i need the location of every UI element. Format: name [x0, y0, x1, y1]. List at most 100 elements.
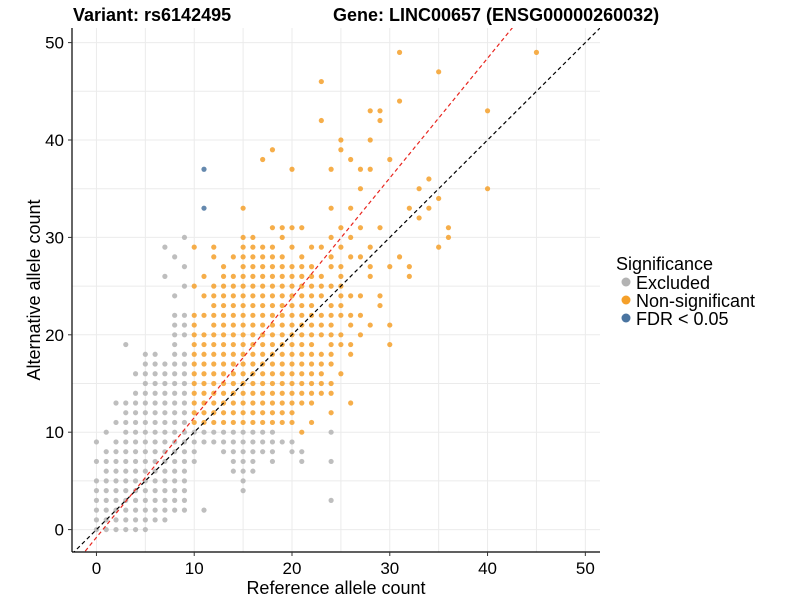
- data-point: [132, 468, 139, 474]
- data-point: [191, 419, 197, 426]
- data-point: [260, 449, 266, 455]
- data-point: [172, 400, 178, 406]
- data-point: [132, 497, 139, 503]
- data-point: [328, 380, 334, 387]
- data-point: [142, 488, 148, 494]
- data-point: [250, 332, 256, 338]
- data-point: [279, 293, 285, 299]
- data-point: [132, 507, 139, 513]
- data-point: [103, 497, 109, 503]
- data-point: [230, 322, 236, 328]
- data-point: [308, 302, 315, 309]
- data-point: [338, 332, 344, 338]
- data-point: [191, 439, 197, 445]
- data-point: [142, 497, 148, 503]
- data-point: [260, 410, 266, 416]
- data-point: [220, 371, 227, 377]
- data-point: [260, 156, 266, 163]
- data-point: [162, 478, 168, 484]
- data-point: [260, 293, 266, 299]
- x-tick-label: 0: [92, 559, 101, 578]
- data-point: [436, 195, 442, 202]
- data-point: [142, 361, 148, 367]
- data-point: [328, 312, 334, 318]
- data-point: [279, 361, 285, 367]
- data-point: [338, 225, 344, 231]
- data-point: [103, 458, 109, 465]
- data-point: [377, 293, 383, 299]
- data-point: [279, 419, 285, 426]
- data-point: [289, 410, 295, 416]
- data-point: [240, 283, 246, 289]
- legend-title: Significance: [616, 254, 713, 274]
- data-point: [328, 390, 334, 396]
- data-point: [367, 273, 373, 279]
- data-point: [269, 449, 276, 455]
- data-point: [103, 507, 109, 513]
- data-point: [240, 312, 246, 318]
- data-point: [201, 351, 207, 357]
- data-point: [367, 137, 373, 143]
- data-point: [181, 361, 188, 367]
- data-point: [220, 361, 227, 367]
- data-point: [220, 390, 227, 396]
- data-point: [230, 439, 236, 445]
- data-point: [162, 439, 168, 445]
- data-point: [240, 410, 246, 416]
- data-point: [348, 254, 354, 260]
- data-point: [299, 312, 305, 318]
- data-point: [289, 419, 295, 426]
- data-point: [181, 419, 188, 426]
- data-point: [250, 390, 256, 396]
- data-point: [113, 497, 119, 503]
- data-point: [279, 410, 285, 416]
- data-point: [211, 312, 217, 318]
- data-point: [279, 380, 285, 387]
- data-point: [299, 371, 305, 377]
- data-point: [318, 332, 324, 338]
- data-point: [299, 380, 305, 387]
- data-point: [260, 283, 266, 289]
- data-point: [211, 439, 217, 445]
- data-point: [348, 312, 354, 318]
- data-point: [220, 429, 227, 435]
- data-point: [191, 332, 197, 338]
- data-point: [289, 371, 295, 377]
- data-point: [201, 429, 207, 435]
- data-point: [211, 302, 217, 309]
- data-point: [230, 293, 236, 299]
- data-point: [191, 371, 197, 377]
- data-point: [328, 410, 334, 416]
- data-point: [269, 225, 276, 231]
- data-point: [220, 273, 227, 279]
- data-point: [162, 380, 168, 387]
- data-point: [357, 166, 364, 172]
- data-point: [142, 468, 148, 474]
- data-point: [289, 380, 295, 387]
- data-point: [426, 176, 432, 182]
- data-point: [318, 117, 324, 124]
- data-point: [172, 488, 178, 494]
- data-point: [172, 429, 178, 435]
- data-point: [357, 186, 364, 192]
- data-point: [220, 351, 227, 357]
- data-point: [93, 458, 100, 465]
- data-point: [357, 312, 364, 318]
- data-point: [240, 273, 246, 279]
- data-point: [260, 371, 266, 377]
- data-point: [279, 302, 285, 309]
- x-tick-label: 10: [185, 559, 204, 578]
- data-point: [113, 478, 119, 484]
- data-point: [269, 371, 276, 377]
- data-point: [172, 419, 178, 426]
- data-point: [230, 380, 236, 387]
- data-point: [338, 273, 344, 279]
- data-point: [367, 166, 373, 172]
- data-point: [299, 449, 305, 455]
- data-point: [152, 380, 158, 387]
- data-point: [152, 449, 158, 455]
- data-point: [162, 507, 168, 513]
- data-point: [308, 371, 315, 377]
- data-point: [387, 264, 393, 270]
- data-point: [396, 254, 403, 260]
